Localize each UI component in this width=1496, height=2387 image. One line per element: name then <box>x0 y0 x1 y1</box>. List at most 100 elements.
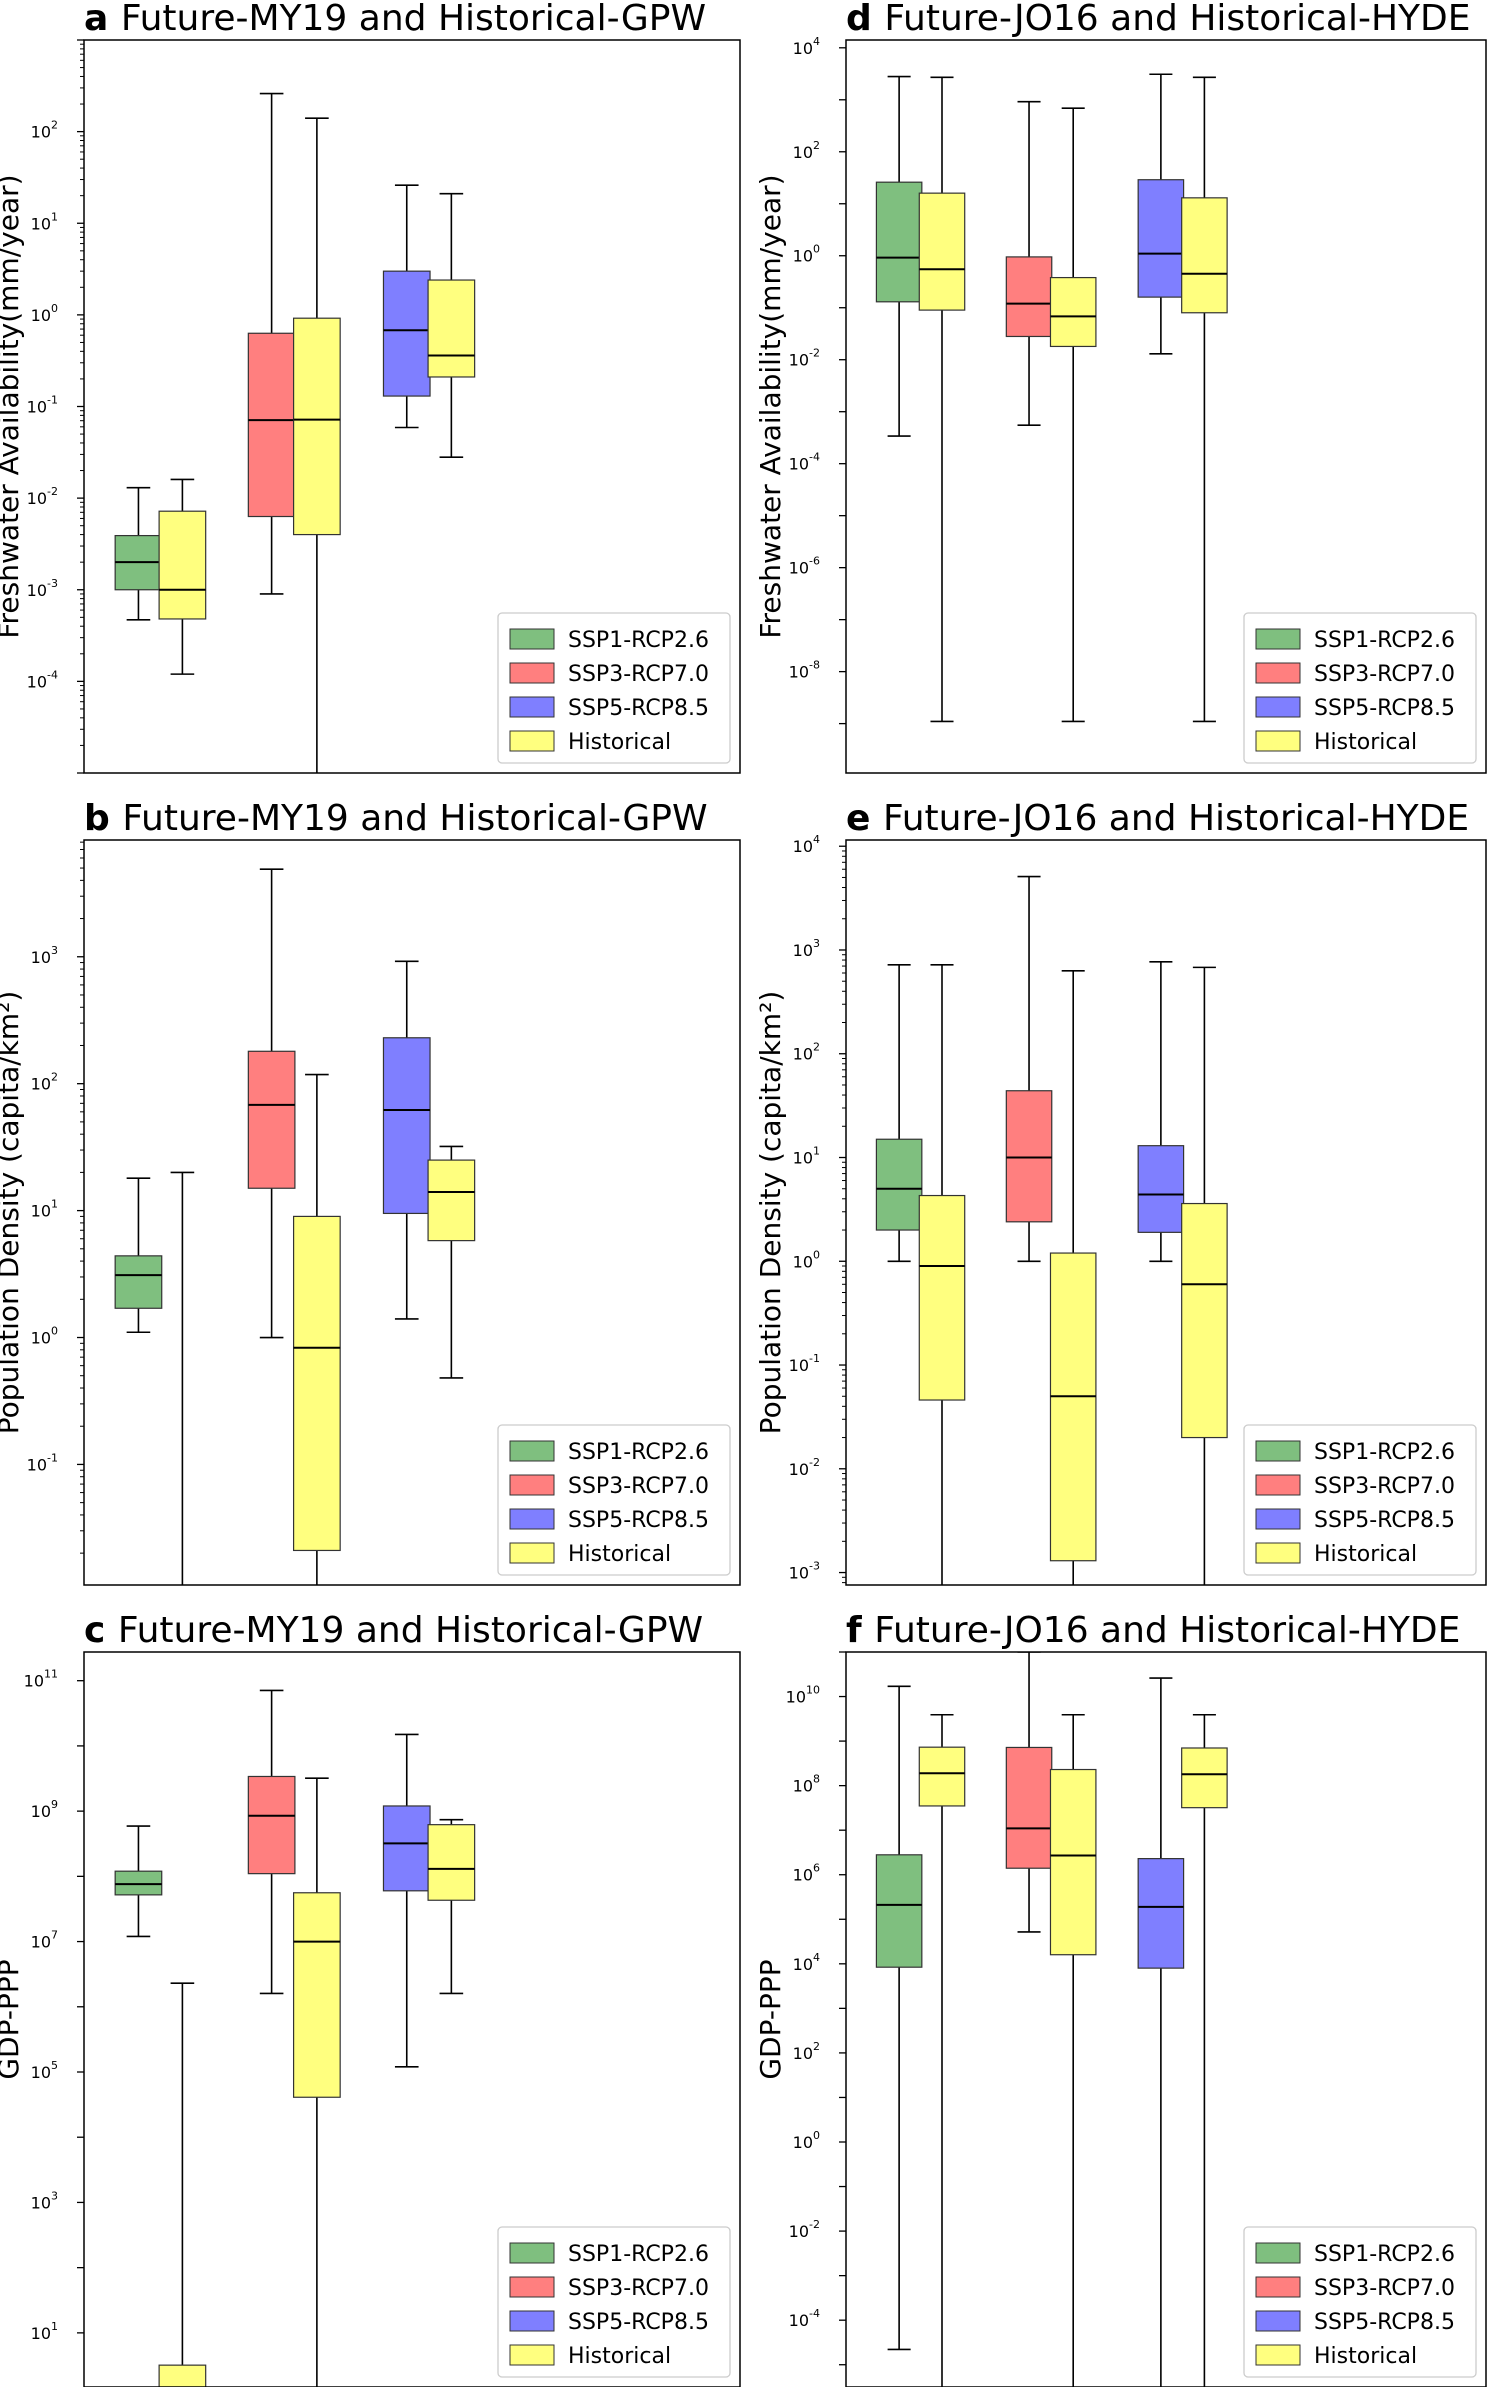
plot-area-b <box>114 868 476 1585</box>
y-tick-exponent: -1 <box>809 1352 820 1365</box>
plot-area-c <box>114 1689 476 2387</box>
y-tick-exponent: 3 <box>813 937 820 950</box>
panel-letter: b <box>84 798 122 839</box>
legend-swatch <box>509 730 555 752</box>
legend-label: SSP3-RCP7.0 <box>568 662 709 687</box>
legend-frame <box>497 1424 731 1576</box>
box-body <box>382 270 431 397</box>
box-f-3 <box>1049 1713 1097 2387</box>
legend-label: SSP1-RCP2.6 <box>568 2242 709 2267</box>
y-tick-label: 104 <box>793 833 820 856</box>
y-tick-label: 100 <box>31 302 58 325</box>
legend-f: SSP1-RCP2.6 SSP3-RCP7.0 SSP5-RCP8.5 Histori… <box>1243 2226 1477 2378</box>
box-body <box>247 1050 296 1189</box>
box-body <box>427 1159 476 1242</box>
legend-swatch <box>1255 2344 1301 2366</box>
axes-frame <box>845 39 1487 774</box>
legend-label: Historical <box>1314 2344 1417 2369</box>
box-body <box>1005 1746 1053 1869</box>
box-b-2 <box>247 868 296 1339</box>
y-tick-label: 102 <box>793 2040 820 2063</box>
y-tick-exponent: 0 <box>813 243 820 256</box>
box-body <box>292 1892 341 2098</box>
legend-swatch <box>1255 2242 1301 2264</box>
box-body <box>1181 197 1228 314</box>
box-body <box>1005 256 1053 338</box>
box-d-1 <box>918 76 966 723</box>
box-b-4 <box>382 960 431 1320</box>
y-tick-label: 100 <box>793 1248 820 1271</box>
box-body <box>1005 1090 1053 1223</box>
y-tick-label: 10-2 <box>789 2218 820 2241</box>
y-tick-label: 101 <box>31 1198 58 1221</box>
y-tick-label: 1010 <box>786 1684 820 1707</box>
y-tick-label: 104 <box>793 1951 820 1974</box>
panel-title: e Future-JO16 and Historical-HYDE <box>846 798 1469 839</box>
y-tick-exponent: -6 <box>809 555 820 568</box>
y-axis-label: GDP-PPP <box>754 1959 787 2079</box>
legend-label: SSP1-RCP2.6 <box>568 1440 709 1465</box>
legend-label: SSP5-RCP8.5 <box>1314 696 1455 721</box>
box-body <box>382 1037 431 1215</box>
y-axis-label: Population Density (capita/km²) <box>754 991 787 1435</box>
y-tick-exponent: -4 <box>809 2307 820 2320</box>
legend-label: SSP3-RCP7.0 <box>568 2276 709 2301</box>
box-body <box>1137 179 1185 298</box>
box-a-3 <box>292 117 341 773</box>
box-c-3 <box>292 1777 341 2387</box>
y-tick-label: 10-2 <box>789 347 820 370</box>
y-tick-label: 102 <box>793 1041 820 1064</box>
legend-frame <box>1243 2226 1477 2378</box>
y-tick-exponent: -2 <box>809 347 820 360</box>
legend-swatch <box>509 2242 555 2264</box>
legend-swatch <box>1255 730 1301 752</box>
legend-label: SSP1-RCP2.6 <box>1314 628 1455 653</box>
panel-title: d Future-JO16 and Historical-HYDE <box>846 0 1470 39</box>
box-body <box>1181 1202 1228 1439</box>
plot-area-a <box>114 92 476 773</box>
legend-swatch <box>509 628 555 650</box>
y-tick-label: 10-3 <box>27 577 58 600</box>
y-axis-label: Freshwater Availability(mm/year) <box>0 174 25 638</box>
box-body <box>427 279 476 378</box>
box-body <box>247 332 296 518</box>
legend-swatch <box>509 2310 555 2332</box>
y-tick-exponent: 7 <box>51 1929 58 1942</box>
box-e-1 <box>918 963 966 1585</box>
legend-label: SSP3-RCP7.0 <box>1314 662 1455 687</box>
legend-frame <box>1243 612 1477 764</box>
y-tick-label: 10-4 <box>27 668 58 691</box>
legend-label: SSP1-RCP2.6 <box>1314 2242 1455 2267</box>
axes-frame <box>845 1651 1487 2387</box>
y-tick-exponent: -2 <box>809 1456 820 1469</box>
y-tick-label: 108 <box>793 1773 820 1796</box>
panel-title-text: Future-MY19 and Historical-GPW <box>122 798 707 839</box>
box-body <box>918 1746 966 1807</box>
legend-swatch <box>1255 628 1301 650</box>
box-b-5 <box>427 1145 476 1379</box>
panel-d: 10-8 10-6 10-4 10-2 100 102 104 Freshwater Avai… <box>754 0 1487 774</box>
legend-frame <box>1243 1424 1477 1576</box>
y-tick-label: 1011 <box>24 1668 58 1691</box>
legend-swatch <box>1255 1440 1301 1462</box>
panel-letter: c <box>84 1610 118 1651</box>
y-tick-exponent: 10 <box>806 1684 820 1697</box>
y-tick-exponent: -2 <box>809 2218 820 2231</box>
y-tick-label: 10-2 <box>27 485 58 508</box>
panel-title: c Future-MY19 and Historical-GPW <box>84 1610 703 1651</box>
box-a-0 <box>114 486 163 621</box>
plot-area-d <box>875 73 1228 723</box>
box-b-1 <box>170 1171 195 1585</box>
box-d-2 <box>1005 100 1053 426</box>
box-c-4 <box>382 1733 431 2068</box>
panel-c: 101 103 105 107 109 1011 GDP-PPP c Future-MY19 … <box>0 1610 741 2387</box>
legend-label: SSP5-RCP8.5 <box>1314 2310 1455 2335</box>
box-c-2 <box>247 1689 296 1995</box>
legend-d: SSP1-RCP2.6 SSP3-RCP7.0 SSP5-RCP8.5 Histori… <box>1243 612 1477 764</box>
